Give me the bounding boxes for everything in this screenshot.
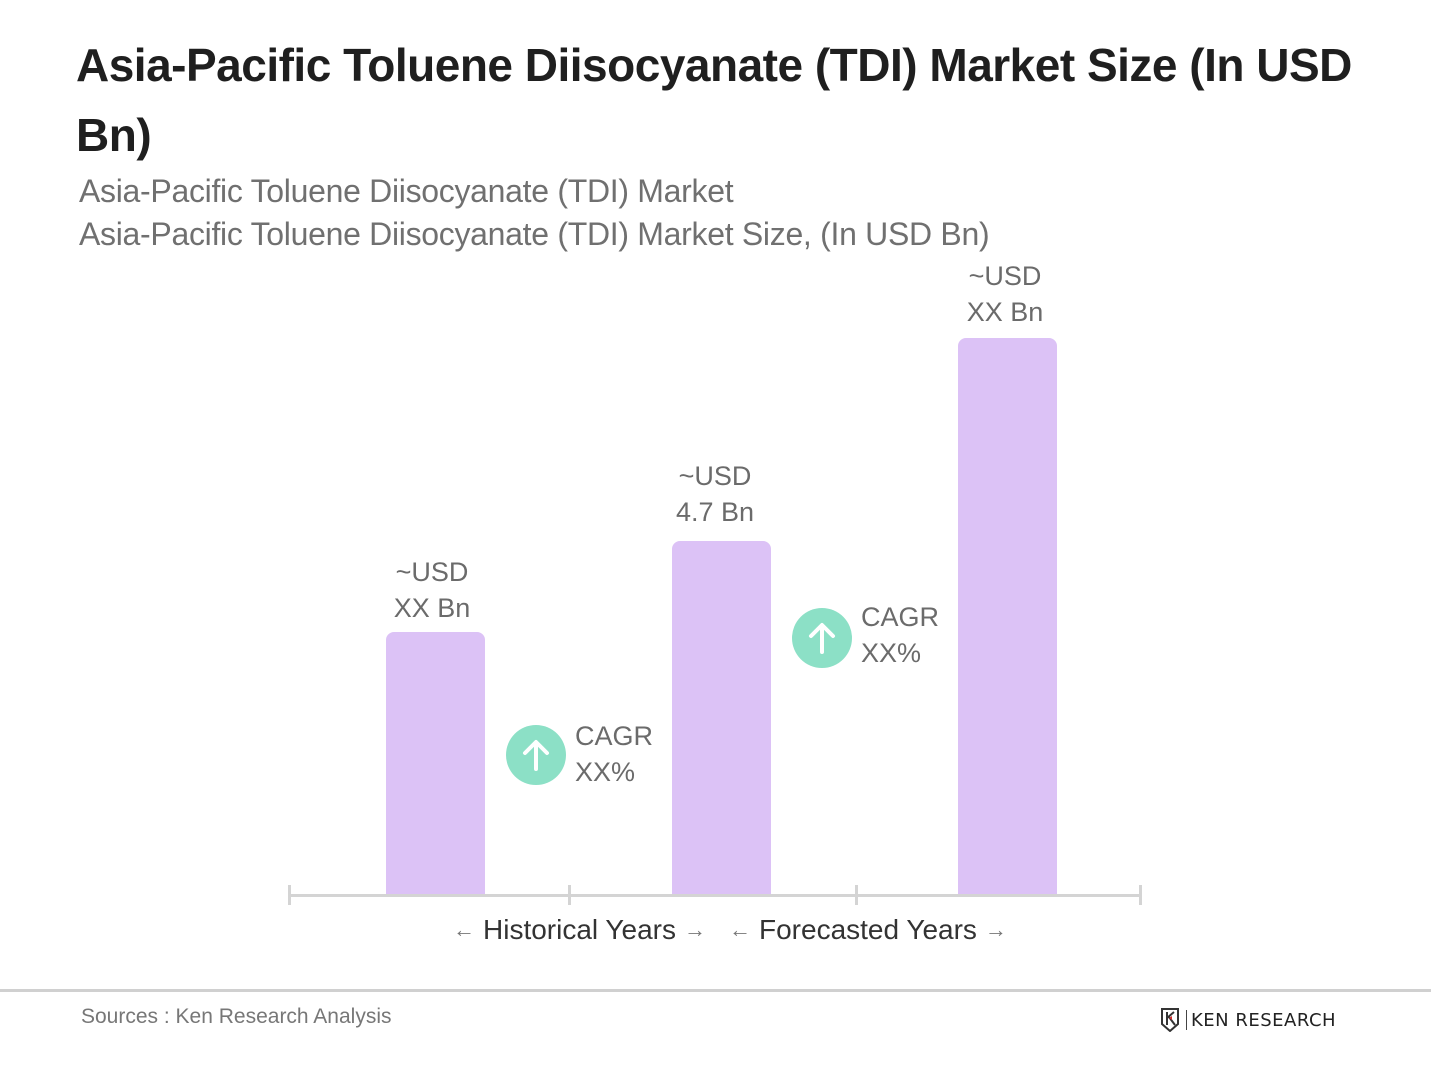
bar-label-prefix: ~USD [395, 557, 469, 587]
logo-text: KEN RESEARCH [1191, 1009, 1337, 1031]
ken-logo-icon [1161, 1008, 1179, 1032]
bar-label-value: 4.7 Bn [675, 497, 755, 527]
chart-subtitle-size: Asia-Pacific Toluene Diisocyanate (TDI) … [79, 216, 990, 252]
x-axis-line [289, 894, 1142, 897]
cagr-value: XX% [861, 638, 922, 668]
bar-forecast [958, 338, 1057, 895]
arrow-left-icon: ← [453, 917, 475, 942]
cagr-historical: CAGR XX% [575, 718, 653, 790]
bar-base-year [672, 541, 771, 895]
historical-years-label: ← Historical Years → [453, 914, 706, 946]
bar-label-historical: ~USD XX Bn [352, 554, 512, 626]
x-axis-tick [1139, 885, 1142, 905]
cagr-forecast: CAGR XX% [861, 599, 939, 671]
bar-label-value: XX Bn [966, 297, 1044, 327]
chart-subtitle-market: Asia-Pacific Toluene Diisocyanate (TDI) … [79, 173, 734, 209]
historical-years-text: Historical Years [483, 914, 676, 945]
arrow-right-icon: → [984, 917, 1007, 942]
chart-title: Asia-Pacific Toluene Diisocyanate (TDI) … [76, 39, 1352, 161]
forecasted-years-text: Forecasted Years [759, 914, 977, 945]
forecasted-years-label: ← Forecasted Years → [729, 914, 1007, 946]
x-axis-tick [855, 885, 858, 905]
x-axis-tick [288, 885, 291, 905]
arrow-right-icon: → [683, 917, 706, 942]
cagr-label: CAGR [861, 602, 940, 632]
bar-label-base: ~USD 4.7 Bn [635, 458, 795, 530]
bar-label-forecast: ~USD XX Bn [925, 258, 1085, 330]
bar-label-prefix: ~USD [968, 261, 1042, 291]
footer-divider [0, 989, 1431, 992]
logo-divider [1186, 1010, 1187, 1030]
cagr-value: XX% [575, 757, 636, 787]
arrow-up-icon [792, 608, 852, 668]
bar-label-prefix: ~USD [678, 461, 752, 491]
bar-label-value: XX Bn [393, 593, 471, 623]
ken-research-logo: KEN RESEARCH [1160, 1008, 1336, 1032]
bar-historical [386, 632, 485, 895]
arrow-up-icon [506, 725, 566, 785]
x-axis-tick [568, 885, 571, 905]
arrow-left-icon: ← [729, 917, 751, 942]
cagr-label: CAGR [575, 721, 654, 751]
source-note: Sources : Ken Research Analysis [81, 1005, 392, 1028]
